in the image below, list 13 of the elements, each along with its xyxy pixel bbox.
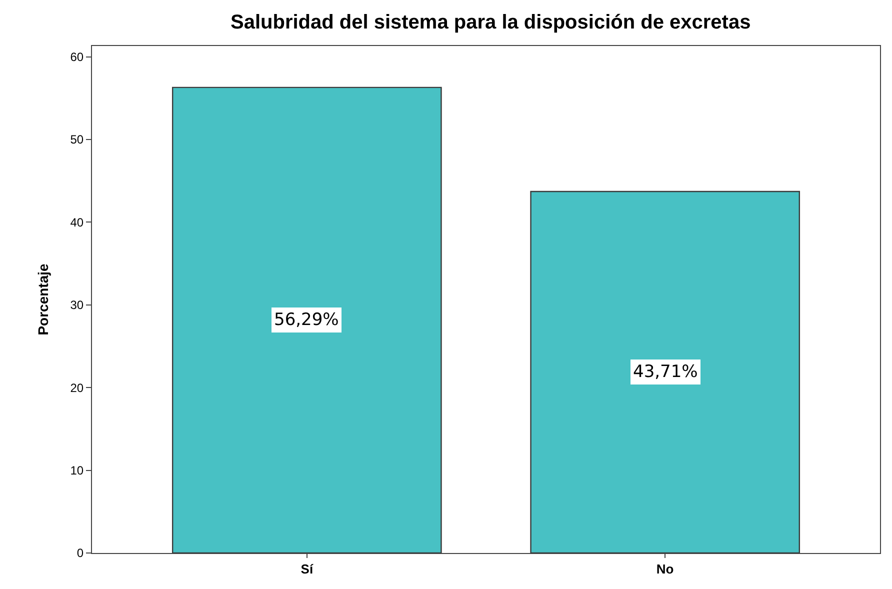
data-label: 43,71% (633, 362, 698, 382)
data-label: 56,29% (274, 310, 339, 330)
y-tick-label: 60 (70, 50, 84, 64)
x-tick-label: No (656, 562, 674, 577)
y-tick-label: 40 (70, 215, 84, 230)
y-tick-label: 50 (70, 132, 84, 147)
y-tick-label: 30 (70, 298, 84, 312)
y-tick-label: 10 (70, 463, 84, 478)
chart-title: Salubridad del sistema para la disposición de excretas (230, 12, 751, 34)
y-axis-title: Porcentaje (34, 263, 51, 336)
x-tick-label: Sí (300, 562, 314, 577)
y-tick-label: 20 (70, 380, 84, 395)
y-tick-label: 0 (76, 546, 84, 560)
